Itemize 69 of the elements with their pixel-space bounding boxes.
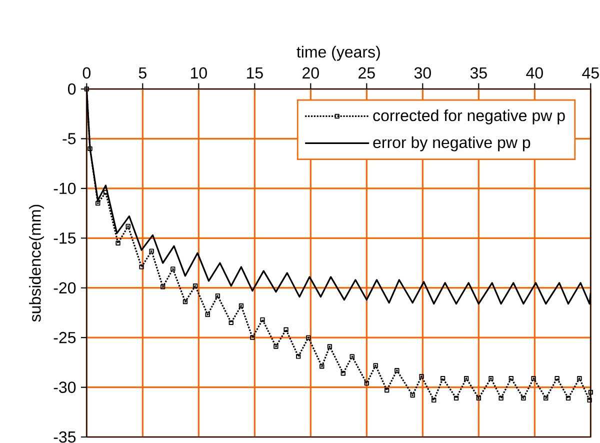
point bbox=[139, 264, 144, 270]
point bbox=[464, 376, 469, 381]
y-axis-title: subsidence(mm) bbox=[29, 204, 44, 322]
point bbox=[587, 398, 592, 403]
point bbox=[149, 248, 154, 254]
y-tick-label: -5 bbox=[62, 133, 76, 144]
x-tick-label: 5 bbox=[138, 67, 146, 79]
x-tick-label: 0 bbox=[82, 67, 90, 79]
point bbox=[531, 376, 536, 381]
y-tick-label: -25 bbox=[54, 332, 76, 344]
point bbox=[521, 396, 526, 401]
point bbox=[419, 374, 424, 379]
point bbox=[508, 376, 514, 381]
y-tick-label: -20 bbox=[54, 282, 76, 294]
x-tick-label: 40 bbox=[526, 67, 543, 79]
legend-label: corrected for negative pw p bbox=[373, 109, 565, 124]
point bbox=[432, 398, 436, 403]
y-tick-label: 0 bbox=[68, 83, 76, 95]
point bbox=[577, 376, 582, 381]
point bbox=[103, 190, 108, 195]
x-tick-label: 10 bbox=[190, 67, 207, 79]
point bbox=[284, 327, 288, 332]
x-tick-label: 30 bbox=[414, 67, 431, 79]
point bbox=[160, 284, 166, 290]
x-tick-label: 15 bbox=[246, 67, 263, 79]
point bbox=[250, 335, 255, 340]
point bbox=[116, 240, 120, 246]
point bbox=[440, 376, 446, 381]
point bbox=[320, 364, 324, 369]
point bbox=[126, 224, 130, 229]
point bbox=[192, 284, 198, 288]
point bbox=[454, 396, 459, 401]
x-tick-label: 35 bbox=[470, 67, 487, 79]
point bbox=[488, 376, 494, 381]
point bbox=[394, 368, 400, 373]
point bbox=[544, 396, 548, 401]
point bbox=[350, 354, 354, 359]
point bbox=[554, 376, 560, 381]
point bbox=[238, 303, 244, 308]
point bbox=[96, 201, 100, 206]
x-tick-label: 45 bbox=[582, 67, 599, 79]
point bbox=[228, 320, 234, 325]
y-tick-label: -35 bbox=[54, 431, 76, 443]
x-tick-label: 20 bbox=[302, 67, 319, 79]
point bbox=[306, 335, 311, 340]
point bbox=[170, 266, 176, 272]
point bbox=[566, 396, 571, 401]
point bbox=[182, 299, 188, 304]
point bbox=[88, 146, 92, 151]
x-tick-label: 25 bbox=[358, 67, 375, 79]
point bbox=[327, 344, 332, 349]
point bbox=[340, 371, 346, 376]
y-tick-label: -15 bbox=[54, 232, 76, 244]
point bbox=[205, 312, 210, 318]
point bbox=[384, 388, 390, 393]
point bbox=[274, 344, 278, 349]
point bbox=[373, 363, 378, 368]
y-tick-label: -30 bbox=[54, 382, 76, 393]
point bbox=[498, 396, 504, 401]
x-axis-title: time (years) bbox=[296, 46, 380, 61]
point bbox=[410, 392, 415, 398]
point bbox=[296, 354, 301, 359]
point bbox=[588, 390, 594, 395]
y-tick-label: -10 bbox=[54, 182, 76, 194]
point bbox=[476, 396, 482, 401]
point bbox=[260, 317, 265, 322]
point bbox=[215, 293, 220, 298]
legend-label: error by negative pw p bbox=[373, 136, 530, 152]
point bbox=[364, 380, 369, 386]
